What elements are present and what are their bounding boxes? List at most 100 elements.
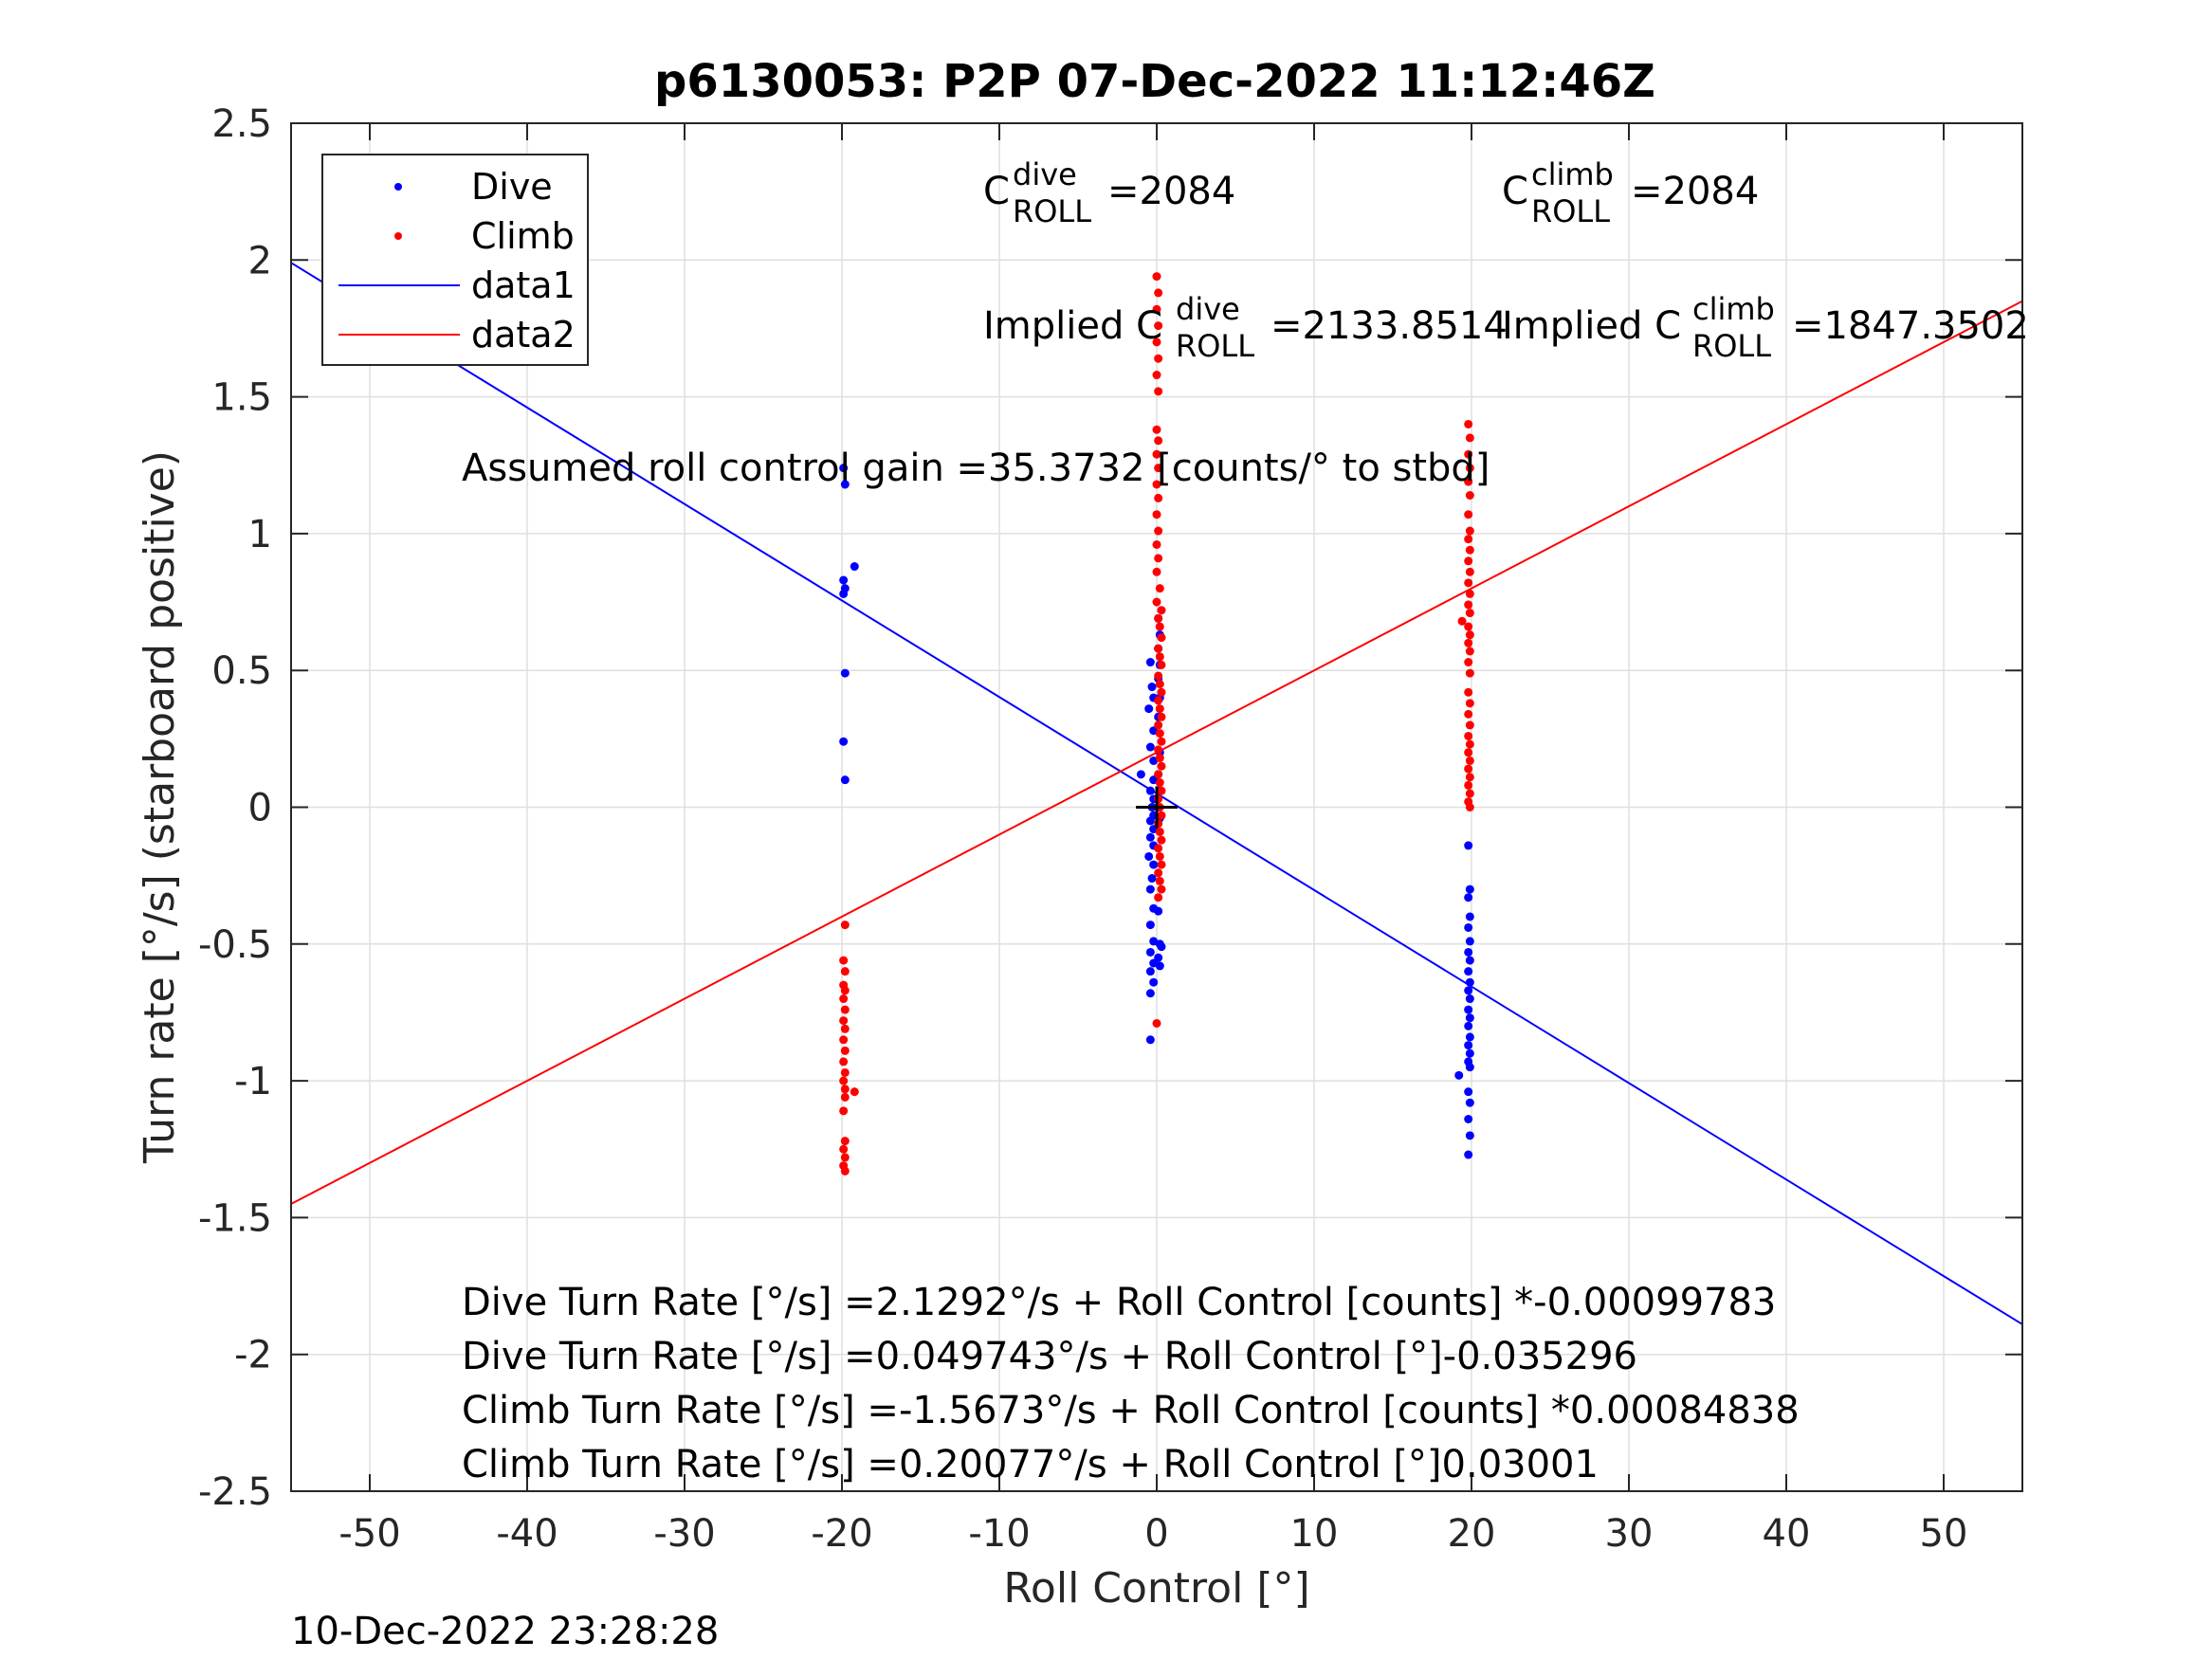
x-tick-label: 30 [1605,1512,1654,1556]
c-roll-climb-base: C [1502,170,1528,213]
climb-point [1152,510,1161,520]
dive-point [1145,832,1155,842]
dive-point [840,668,850,678]
dive-point [1464,1021,1473,1030]
climb-point [1155,652,1164,662]
climb-point [1464,748,1473,757]
implied-climb-value: =1847.3502 [1792,304,2029,348]
climb-point [1457,616,1467,626]
climb-point [1155,827,1164,836]
dive-point [1465,1048,1474,1058]
dive-point [1454,1070,1464,1080]
climb-point [1465,699,1474,708]
climb-point [1465,756,1474,765]
dive-point [1464,1005,1473,1014]
y-tick-label: 1 [248,513,272,556]
climb-point [1465,773,1474,782]
dive-point [1465,1063,1474,1072]
climb-point [1154,844,1163,853]
dive-point [1145,658,1155,667]
climb-point [1154,354,1163,363]
y-tick-label: 1.5 [211,376,272,420]
climb-point [1154,770,1163,779]
climb-point [1155,754,1164,763]
dive-point [1465,1131,1474,1140]
dive-point [840,775,850,785]
climb-point [1155,851,1164,861]
dive-point [1145,967,1155,976]
climb-point [1154,745,1163,755]
climb-point [1464,600,1473,610]
dive-point [1149,977,1159,987]
footer-timestamp: 10-Dec-2022 23:28:28 [291,1610,719,1653]
climb-point [1157,786,1166,795]
c-roll-climb-sup: climb [1531,156,1614,192]
dive-point [1464,922,1473,932]
dive-point [1144,704,1154,714]
climb-point [1157,811,1166,820]
climb-point [839,994,849,1004]
climb-point [839,1076,849,1085]
climb-point [1465,589,1474,598]
climb-equation-counts: Climb Turn Rate [°/s] =-1.5673°/s + Roll… [462,1389,1800,1432]
dive-point [1147,683,1157,692]
dive-point [1145,989,1155,998]
climb-point [839,1106,849,1116]
x-tick-label: -40 [496,1512,558,1556]
dive-point [1145,884,1155,894]
climb-point [1465,545,1474,555]
climb-point [1152,1018,1161,1028]
climb-point [1465,609,1474,618]
climb-point [850,1087,859,1097]
y-tick-label: -1 [234,1060,272,1103]
climb-point [1155,876,1164,885]
x-tick-labels: -50 -40 -30 -20 -10 0 10 20 30 40 50 [338,1512,1967,1556]
legend-box [321,154,589,366]
plot-frame [290,122,2023,1492]
implied-climb-base: Implied C [1502,304,1681,348]
dive-point [1464,986,1473,995]
dive-point [1464,1150,1473,1159]
dive-point [1465,956,1474,965]
climb-point [1465,490,1474,500]
climb-point [1155,584,1164,593]
x-tick-label: 10 [1290,1512,1339,1556]
climb-point [1464,731,1473,740]
climb-point [1154,493,1163,502]
climb-point [840,1137,850,1146]
climb-point [1154,464,1163,473]
climb-point [840,1153,850,1162]
climb-point [1152,480,1161,489]
climb-point [1154,387,1163,396]
climb-point [840,1166,850,1176]
dive-point [1465,977,1474,987]
dive-point [1465,1013,1474,1023]
dive-point [1157,942,1166,952]
dive-equation-degrees: Dive Turn Rate [°/s] =0.049743°/s + Roll… [462,1335,1637,1378]
y-tick-label: -2.5 [198,1470,272,1514]
dive-point [1465,1032,1474,1042]
x-tick-label: -20 [811,1512,872,1556]
climb-point [1464,556,1473,566]
climb-point [1152,539,1161,549]
climb-point [1155,729,1164,738]
climb-point [840,1005,850,1014]
climb-point [1154,696,1163,705]
climb-point [1152,304,1161,314]
implied-c-roll-climb-annotation: Implied C climb ROLL =1847.3502 [1502,285,2029,366]
climb-point [1464,687,1473,697]
dive-point [1155,961,1164,971]
y-tick-label: -2 [234,1334,272,1377]
dive-point [1465,937,1474,946]
c-roll-dive-base: C [983,170,1010,213]
climb-point [1465,433,1474,443]
legend-climb-marker [394,232,402,240]
dive-point [1145,786,1155,795]
dive-point [1145,1035,1155,1045]
climb-point [1464,638,1473,647]
dive-point [1464,1087,1473,1097]
climb-point [840,1024,850,1033]
climb-point [1154,321,1163,331]
y-tick-label: 0 [248,787,272,830]
